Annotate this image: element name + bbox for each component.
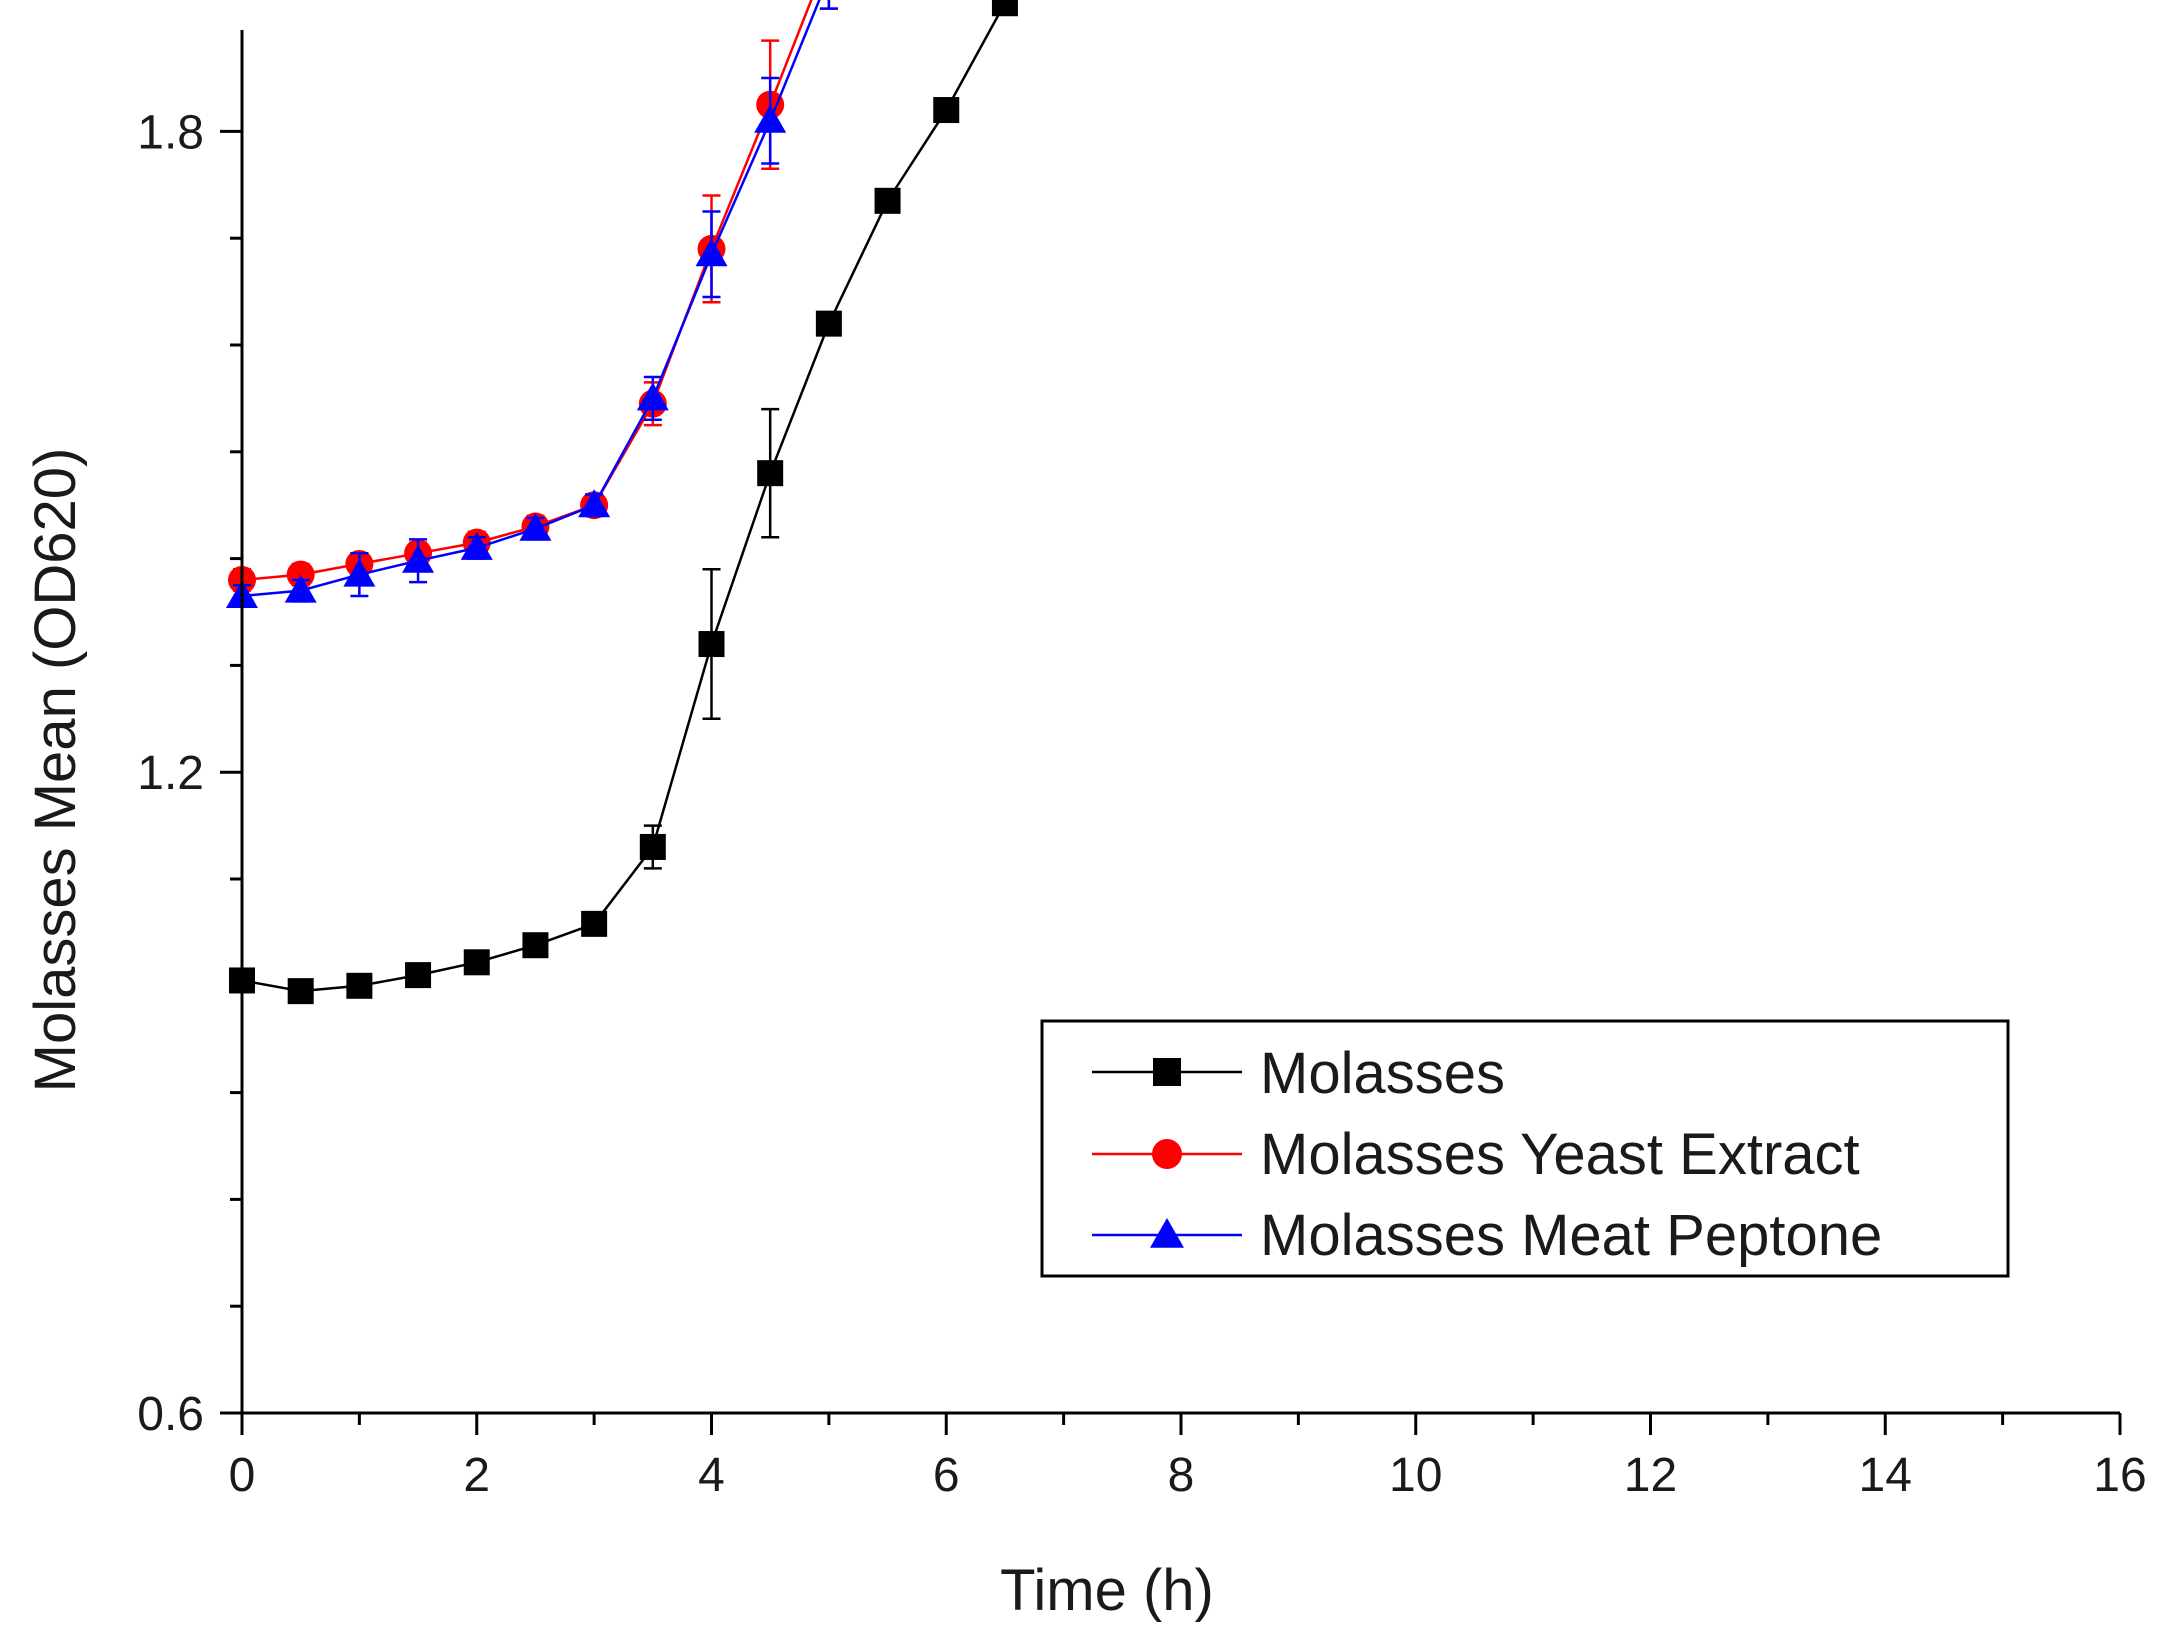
data-point: [874, 187, 901, 214]
x-tick-label: 6: [933, 1449, 960, 1502]
x-tick-label: 16: [2093, 1449, 2146, 1502]
legend-label-yeast-extract: Molasses Yeast Extract: [1260, 1122, 1860, 1187]
x-tick-label: 14: [1859, 1449, 1912, 1502]
x-tick-label: 2: [463, 1449, 490, 1502]
legend-box: [1040, 1019, 2010, 1278]
data-point: [402, 544, 435, 573]
series-1: [228, 0, 838, 594]
data-point: [636, 382, 669, 411]
plot-area: [226, 0, 1018, 1005]
data-point: [581, 910, 608, 937]
x-tick-label: 10: [1389, 1449, 1442, 1502]
data-point: [463, 949, 490, 976]
series-line: [241, 0, 813, 582]
data-point: [343, 558, 376, 587]
x-tick-label: 8: [1168, 1449, 1195, 1502]
x-axis-title: Time (h): [1000, 1558, 1214, 1623]
data-point: [695, 238, 728, 267]
x-tick-label: 12: [1624, 1449, 1677, 1502]
y-tick-label: 1.8: [137, 106, 204, 159]
x-tick-label: 4: [698, 1449, 725, 1502]
y-axis: 0.61.21.82.4: [137, 30, 244, 1441]
x-tick-label: 0: [229, 1449, 256, 1502]
data-point: [522, 932, 549, 959]
legend-entries: [1092, 1058, 1242, 1248]
data-point: [286, 560, 315, 589]
data-point: [346, 972, 373, 999]
legend-label-meat-peptone: Molasses Meat Peptone: [1260, 1203, 1882, 1268]
data-point: [933, 97, 960, 124]
data-point: [754, 104, 787, 133]
series-line: [241, 0, 821, 598]
data-point: [405, 962, 432, 989]
legend-marker: [1152, 1139, 1182, 1169]
data-point: [698, 631, 725, 658]
data-point: [519, 512, 552, 541]
legend-marker: [1150, 1218, 1184, 1248]
x-axis: 0 2 4 6 8 10 12 14 16: [229, 1411, 2147, 1502]
y-tick-label: 1.2: [137, 747, 204, 800]
series-2: [226, 0, 838, 608]
data-point: [639, 833, 666, 860]
data-point: [578, 489, 611, 518]
legend-label-molasses: Molasses: [1260, 1041, 1505, 1106]
legend: Molasses Molasses Yeast Extract Molasses…: [1040, 1019, 2010, 1278]
data-point: [757, 460, 784, 487]
error-bar: [819, 0, 838, 10]
y-tick-label: 0.6: [137, 1388, 204, 1441]
series-line: [241, 0, 1010, 993]
y-axis-title: Molasses Mean (OD620): [23, 448, 88, 1093]
data-point: [287, 978, 314, 1005]
legend-marker: [1153, 1058, 1181, 1086]
data-point: [991, 0, 1018, 17]
data-point: [284, 574, 317, 603]
series-0: [229, 0, 1018, 1005]
data-point: [460, 531, 493, 560]
data-point: [815, 310, 842, 337]
